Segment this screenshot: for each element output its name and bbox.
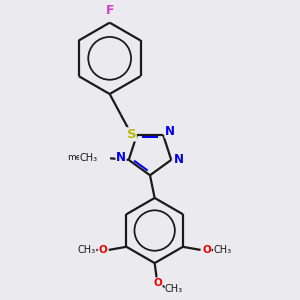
- Text: N: N: [174, 153, 184, 167]
- Text: CH₃: CH₃: [78, 245, 96, 255]
- Text: O: O: [202, 245, 211, 255]
- Text: CH₃: CH₃: [80, 153, 98, 163]
- Text: O: O: [153, 278, 162, 288]
- Text: S: S: [127, 128, 136, 141]
- Text: N: N: [116, 151, 126, 164]
- Text: CH₃: CH₃: [165, 284, 183, 293]
- Text: F: F: [105, 4, 114, 17]
- Text: N: N: [165, 125, 175, 138]
- Text: O: O: [98, 245, 107, 255]
- Text: methyl: methyl: [68, 153, 99, 162]
- Text: CH₃: CH₃: [213, 245, 231, 255]
